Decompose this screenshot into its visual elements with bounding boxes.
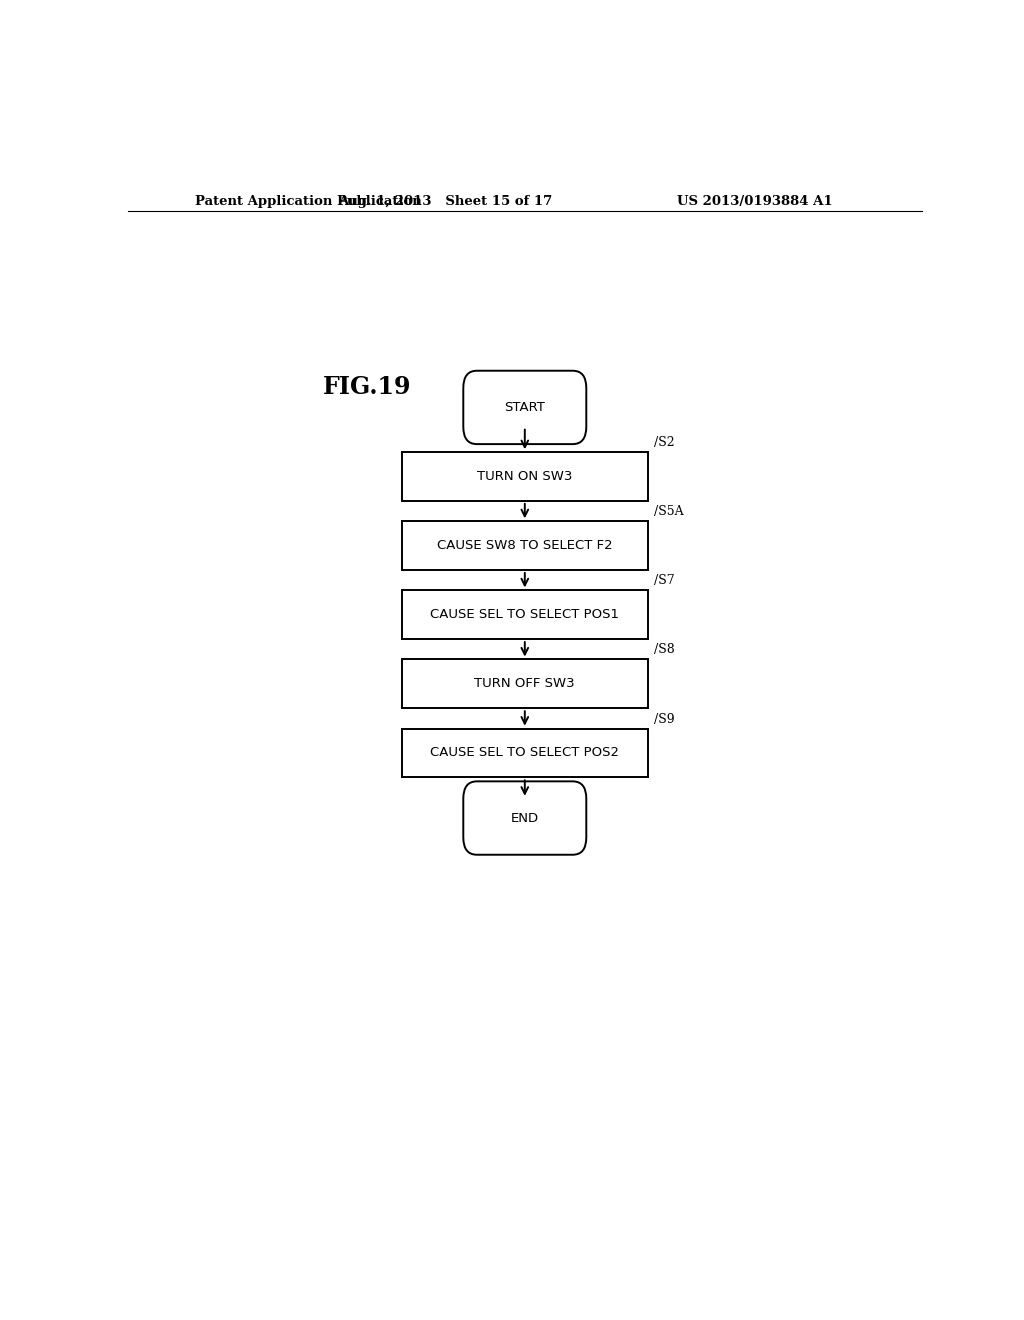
FancyBboxPatch shape (401, 729, 648, 777)
FancyBboxPatch shape (401, 521, 648, 570)
Text: Patent Application Publication: Patent Application Publication (196, 194, 422, 207)
Text: Aug. 1, 2013   Sheet 15 of 17: Aug. 1, 2013 Sheet 15 of 17 (338, 194, 553, 207)
Text: START: START (505, 401, 545, 414)
FancyBboxPatch shape (401, 660, 648, 709)
FancyBboxPatch shape (463, 781, 587, 855)
Text: CAUSE SEL TO SELECT POS1: CAUSE SEL TO SELECT POS1 (430, 609, 620, 622)
Text: US 2013/0193884 A1: US 2013/0193884 A1 (677, 194, 833, 207)
Text: FIG.19: FIG.19 (323, 375, 411, 399)
Text: /S2: /S2 (654, 436, 675, 449)
Text: END: END (511, 812, 539, 825)
FancyBboxPatch shape (401, 453, 648, 500)
Text: TURN ON SW3: TURN ON SW3 (477, 470, 572, 483)
Text: /S7: /S7 (654, 574, 675, 587)
FancyBboxPatch shape (401, 590, 648, 639)
Text: /S8: /S8 (654, 643, 675, 656)
Text: TURN OFF SW3: TURN OFF SW3 (474, 677, 575, 690)
Text: CAUSE SW8 TO SELECT F2: CAUSE SW8 TO SELECT F2 (437, 539, 612, 552)
Text: /S5A: /S5A (654, 506, 684, 519)
Text: CAUSE SEL TO SELECT POS2: CAUSE SEL TO SELECT POS2 (430, 747, 620, 759)
FancyBboxPatch shape (463, 371, 587, 444)
Text: /S9: /S9 (654, 713, 675, 726)
